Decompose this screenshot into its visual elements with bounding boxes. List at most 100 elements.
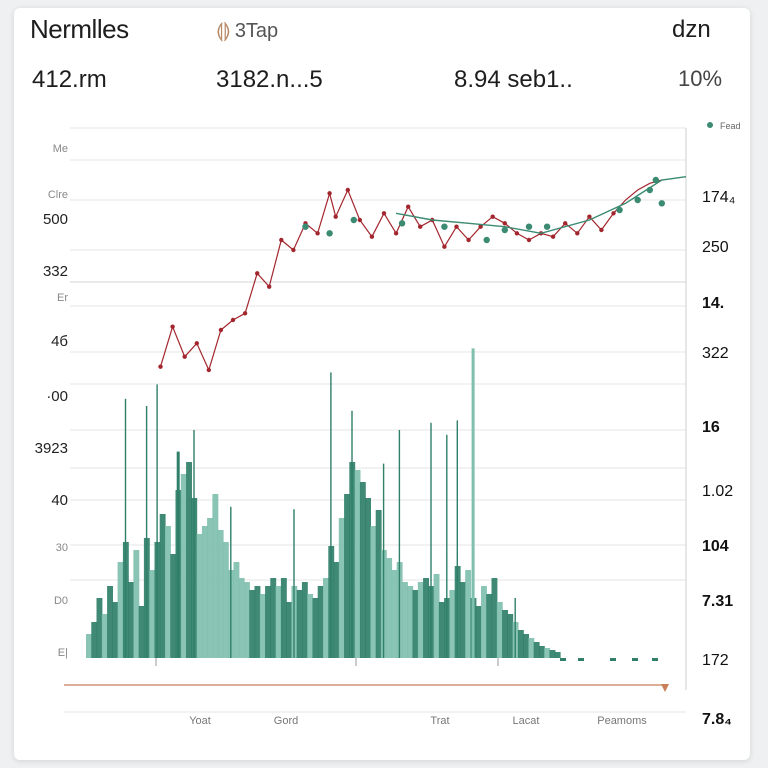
right-tick-label: 1.02	[702, 483, 733, 500]
left-tick-label: ·00	[46, 388, 68, 405]
bar-spike	[398, 430, 401, 658]
x-tick-label: Trat	[430, 715, 449, 727]
bar-tail	[560, 658, 566, 661]
stat-3: 8.94 seb1..	[454, 66, 573, 93]
bar	[180, 474, 187, 658]
bar	[244, 582, 250, 658]
corner-label: dzn	[672, 16, 711, 43]
bar	[544, 648, 551, 658]
bar	[433, 574, 440, 658]
line-point	[230, 317, 236, 323]
line-series	[159, 179, 662, 372]
bar	[365, 498, 371, 658]
line-point	[478, 224, 483, 229]
left-tick-label: Er	[57, 292, 68, 304]
bar	[502, 610, 508, 658]
bar-tail	[652, 658, 658, 661]
line-point	[170, 324, 175, 329]
bar-spike	[193, 430, 195, 658]
left-tick-label: Me	[53, 143, 68, 155]
bar	[301, 582, 308, 658]
bar	[91, 622, 98, 658]
bar	[259, 594, 266, 658]
bar-spike	[124, 398, 127, 658]
line-point	[442, 244, 447, 249]
bar	[465, 570, 472, 658]
line-point	[490, 214, 495, 219]
right-tick-label: 104	[702, 538, 729, 555]
bar	[222, 542, 229, 658]
bar	[254, 586, 261, 658]
bar	[238, 578, 245, 658]
bar	[296, 590, 303, 658]
bar	[249, 590, 256, 658]
bar	[549, 650, 556, 658]
bar	[354, 470, 361, 658]
line-point	[182, 354, 187, 359]
bar	[286, 602, 292, 658]
bar-spike	[145, 406, 148, 658]
bar-spike	[446, 434, 448, 658]
stat-1: 412.rm	[32, 66, 107, 93]
line-point	[158, 364, 163, 369]
right-tick-label: 16	[702, 419, 720, 436]
line-point	[502, 221, 507, 226]
line-point	[587, 214, 592, 219]
green-point	[350, 216, 357, 224]
bar	[128, 582, 134, 658]
bar	[417, 582, 424, 658]
stat-4: 10%	[678, 66, 723, 91]
line-point	[406, 204, 411, 209]
left-tick-label: D0	[54, 595, 68, 607]
line-point	[218, 327, 224, 333]
line-point	[315, 231, 320, 236]
bar	[486, 594, 493, 658]
left-tick-label: 4б	[51, 333, 68, 350]
bar	[333, 562, 340, 658]
bar	[217, 530, 224, 658]
bar	[359, 482, 366, 658]
bar	[554, 652, 561, 658]
line-point	[327, 191, 332, 196]
tag-text: 3Tap	[234, 20, 279, 42]
right-tick-label: 174₄	[702, 189, 735, 206]
bar	[170, 554, 177, 658]
right-tick-label: 172	[702, 652, 729, 669]
right-tick-label: 322	[702, 345, 729, 362]
line-point	[369, 234, 375, 239]
bar	[233, 562, 240, 658]
legend-marker	[707, 122, 713, 128]
line-point	[267, 284, 272, 289]
left-tick-label: 3923	[35, 440, 68, 457]
bar	[538, 646, 545, 658]
bar-tail	[632, 658, 638, 661]
line-point	[550, 234, 556, 239]
bar	[533, 642, 540, 658]
bar	[280, 578, 287, 658]
bar	[112, 602, 119, 658]
line-point	[393, 231, 399, 236]
bar	[265, 586, 271, 658]
stat-2: 3182.n...5	[216, 66, 323, 93]
chart-title: Nermlles	[30, 14, 129, 44]
line-point	[345, 187, 350, 193]
bar	[517, 630, 524, 658]
bar	[375, 510, 382, 658]
green-point	[634, 196, 641, 204]
bar	[438, 602, 445, 658]
bar	[201, 526, 208, 658]
bar	[186, 462, 192, 658]
right-tick-label: 250	[702, 239, 729, 256]
left-tick-label: 40	[51, 492, 68, 509]
bar	[412, 590, 419, 658]
trend-line	[395, 176, 687, 235]
bar-spike	[330, 372, 332, 658]
bar	[344, 494, 350, 658]
bar	[475, 606, 482, 658]
bar-spike	[293, 509, 295, 658]
line-point	[291, 247, 296, 253]
right-tick-label: 7.8₄	[702, 711, 732, 728]
bar	[402, 582, 408, 658]
green-point	[441, 223, 448, 230]
